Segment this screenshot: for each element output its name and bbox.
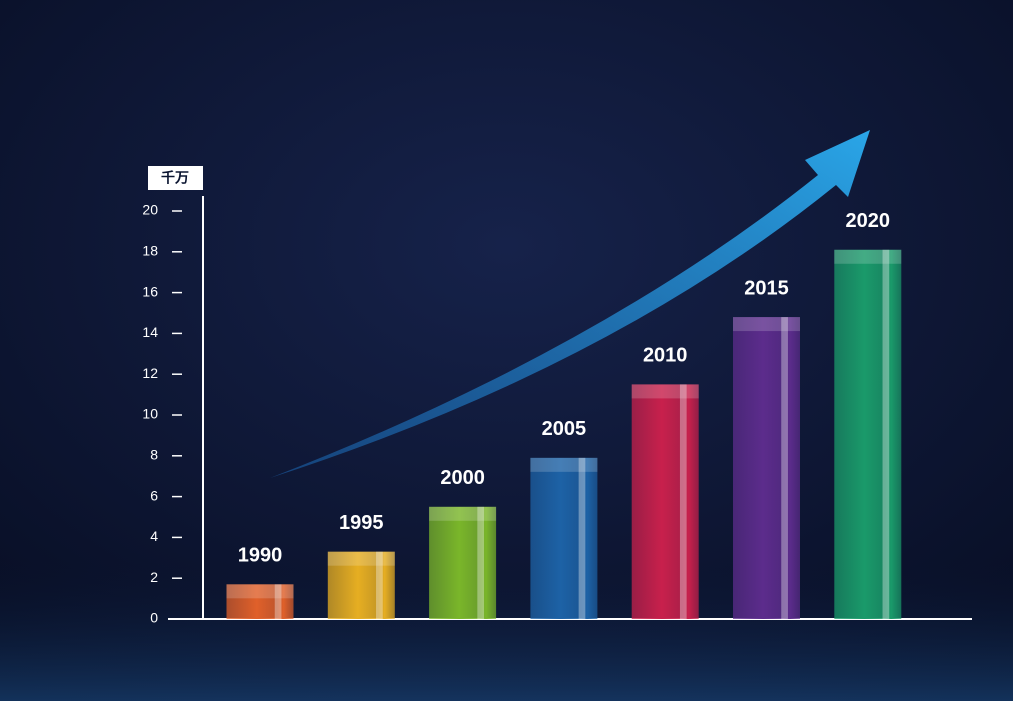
category-label: 1995 — [339, 512, 384, 534]
y-tick-label: 18 — [142, 243, 158, 259]
category-label: 1990 — [238, 545, 283, 567]
bar-highlight — [882, 249, 890, 619]
trend-arrow — [270, 130, 870, 478]
category-label: 2010 — [643, 345, 688, 367]
bar-highlight — [781, 317, 788, 619]
y-tick-label: 16 — [142, 283, 158, 299]
bar-highlight — [274, 584, 282, 619]
unit-label: 千万 — [161, 170, 189, 186]
bar-cap — [530, 457, 598, 472]
category-label: 2015 — [744, 277, 789, 299]
bar-highlight — [679, 384, 687, 619]
y-tick-label: 14 — [142, 324, 158, 340]
y-tick-label: 10 — [142, 406, 158, 422]
y-tick-label: 6 — [150, 487, 158, 503]
bar — [631, 384, 699, 619]
bar-cap — [429, 506, 497, 521]
bar-cap — [327, 551, 395, 566]
bar-highlight — [578, 457, 586, 619]
unit-box — [148, 166, 203, 190]
bar — [530, 457, 598, 619]
category-label: 2005 — [542, 418, 587, 440]
category-label: 2020 — [846, 210, 891, 232]
bar — [733, 317, 800, 619]
plot: 0 2 4 6 8 10 12 14 16 18 20 1990 1995 2000 2005 2010 201… — [142, 202, 902, 626]
bar-highlight — [477, 506, 485, 619]
y-tick-label: 2 — [150, 569, 158, 585]
y-tick-label: 0 — [150, 610, 158, 626]
bar — [429, 506, 497, 619]
bar-cap — [631, 384, 699, 399]
bar — [834, 249, 902, 619]
bar-cap — [733, 317, 800, 332]
y-tick-label: 4 — [150, 528, 158, 544]
bar — [226, 584, 294, 619]
bar — [327, 551, 395, 619]
y-tick-label: 8 — [150, 447, 158, 463]
bar-cap — [834, 249, 902, 264]
y-tick-label: 12 — [142, 365, 158, 381]
bar-highlight — [376, 551, 383, 619]
bar-cap — [226, 584, 294, 599]
y-tick-label: 20 — [142, 202, 158, 218]
category-label: 2000 — [440, 467, 485, 489]
